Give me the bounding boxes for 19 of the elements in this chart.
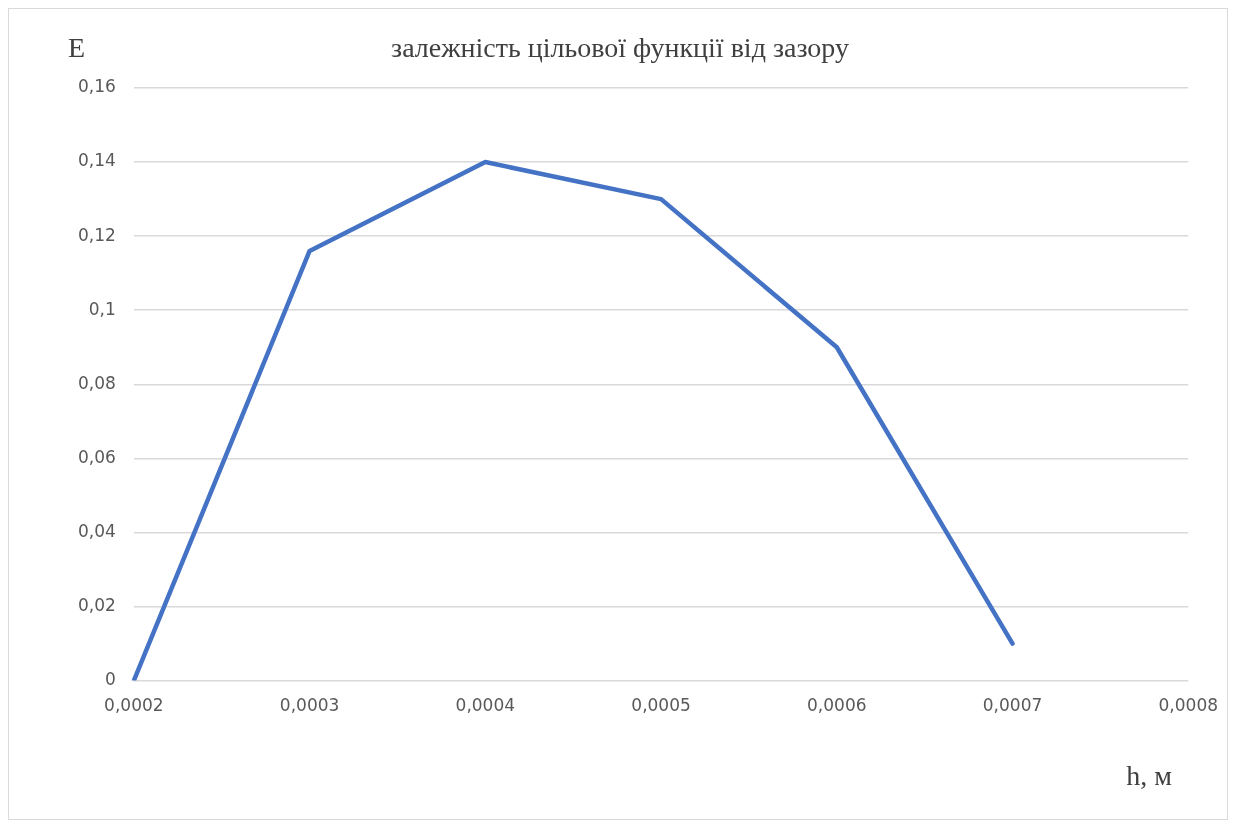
- x-tick-label: 0,0004: [455, 695, 516, 716]
- x-tick-label: 0,0005: [631, 695, 691, 716]
- y-tick-label: 0,16: [77, 76, 116, 97]
- y-tick-label: 0,12: [77, 224, 116, 245]
- y-tick-label: 0: [105, 669, 116, 690]
- x-axis-title: h, м: [1126, 760, 1172, 792]
- x-tick-label: 0,0002: [104, 695, 164, 716]
- x-tick-label: 0,0003: [279, 695, 340, 716]
- y-axis-title: E: [68, 32, 86, 64]
- y-tick-label: 0,02: [77, 594, 116, 615]
- x-tick-label: 0,0007: [982, 695, 1043, 716]
- y-tick-label: 0,06: [77, 446, 116, 467]
- y-tick-label: 0,14: [77, 150, 116, 171]
- x-tick-label: 0,0008: [1158, 695, 1218, 716]
- y-tick-label: 0,04: [77, 520, 116, 541]
- y-tick-label: 0,1: [88, 298, 116, 319]
- chart-title: залежність цільової функції від зазору: [391, 32, 849, 63]
- y-tick-label: 0,08: [77, 372, 116, 393]
- x-tick-label: 0,0006: [807, 695, 867, 716]
